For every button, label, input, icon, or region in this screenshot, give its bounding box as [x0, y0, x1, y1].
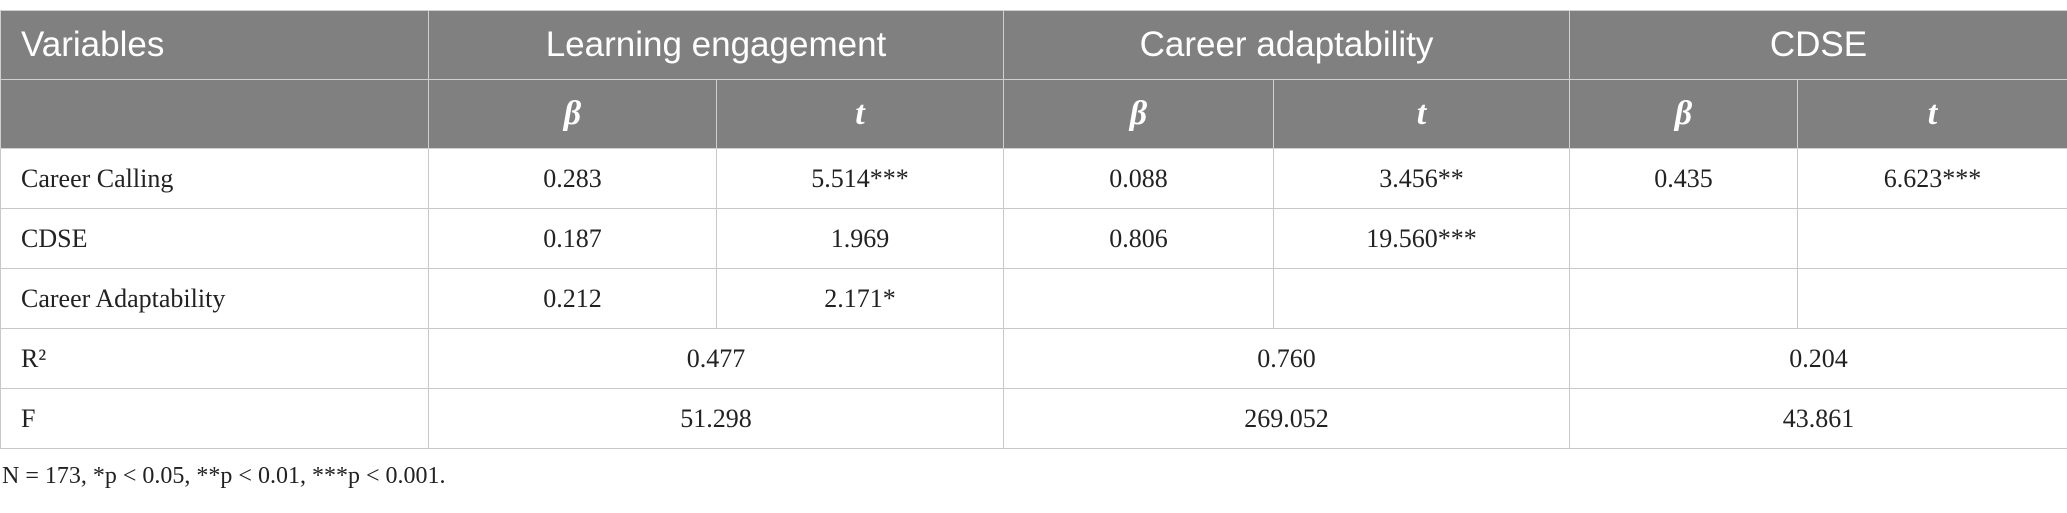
cell: 43.861: [1569, 388, 2067, 449]
row-label: R²: [0, 328, 429, 389]
cell: 2.171*: [716, 268, 1004, 329]
data-row: CDSE 0.187 1.969 0.806 19.560***: [0, 208, 2067, 269]
row-label: Career Calling: [0, 148, 429, 209]
cell: 6.623***: [1797, 148, 2067, 209]
cell: 0.212: [428, 268, 717, 329]
cell: 1.969: [716, 208, 1004, 269]
empty-cell: [1797, 268, 2067, 329]
subheader: β: [1569, 79, 1798, 149]
group-header: Career adaptability: [1003, 10, 1570, 80]
data-row: Career Calling 0.283 5.514*** 0.088 3.456** 0…: [0, 148, 2067, 209]
header-cell: Variables: [0, 10, 429, 80]
header-row: Variables Learning engagement Career adap…: [0, 10, 2067, 80]
cell: 0.088: [1003, 148, 1274, 209]
row-label: CDSE: [0, 208, 429, 269]
cell: 269.052: [1003, 388, 1570, 449]
page: Variables Learning engagement Career adap…: [0, 10, 2067, 513]
row-label: F: [0, 388, 429, 449]
cell: 0.806: [1003, 208, 1274, 269]
table-body: Career Calling 0.283 5.514*** 0.088 3.456** 0…: [0, 148, 2067, 449]
subheader: t: [1797, 79, 2067, 149]
cell: 0.187: [428, 208, 717, 269]
header-cell: [0, 79, 429, 149]
data-row: Career Adaptability 0.212 2.171*: [0, 268, 2067, 329]
row-label: Career Adaptability: [0, 268, 429, 329]
subheader: t: [716, 79, 1004, 149]
cell: 0.760: [1003, 328, 1570, 389]
summary-row: R² 0.477 0.760 0.204: [0, 328, 2067, 389]
subheader: β: [428, 79, 717, 149]
group-header: CDSE: [1569, 10, 2067, 80]
regression-table: Variables Learning engagement Career adap…: [0, 10, 2067, 449]
cell: 19.560***: [1273, 208, 1570, 269]
group-header: Learning engagement: [428, 10, 1004, 80]
cell: 0.435: [1569, 148, 1798, 209]
empty-cell: [1797, 208, 2067, 269]
empty-cell: [1569, 268, 1798, 329]
cell: 5.514***: [716, 148, 1004, 209]
cell: 0.204: [1569, 328, 2067, 389]
subheader: t: [1273, 79, 1570, 149]
summary-row: F 51.298 269.052 43.861: [0, 388, 2067, 449]
cell: 51.298: [428, 388, 1004, 449]
empty-cell: [1003, 268, 1274, 329]
empty-cell: [1569, 208, 1798, 269]
cell: 0.283: [428, 148, 717, 209]
subheader: β: [1003, 79, 1274, 149]
footnote: N = 173, *p < 0.05, **p < 0.01, ***p < 0…: [2, 463, 446, 489]
cell: 0.477: [428, 328, 1004, 389]
cell: 3.456**: [1273, 148, 1570, 209]
empty-cell: [1273, 268, 1570, 329]
